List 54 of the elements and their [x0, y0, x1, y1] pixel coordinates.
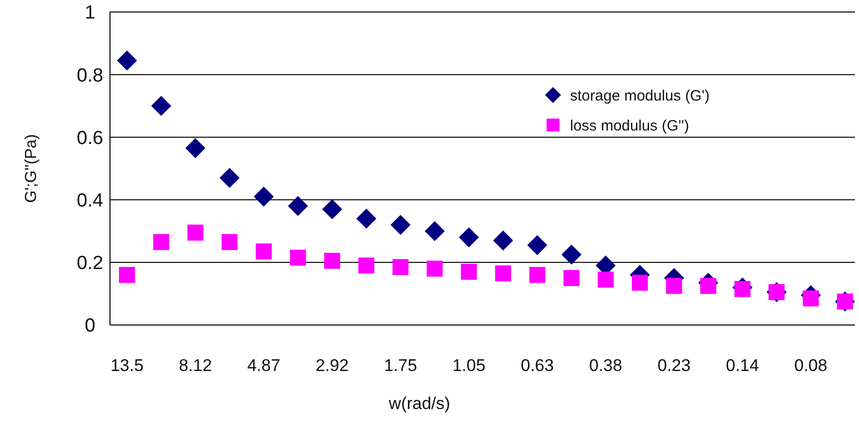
x-tick-label: 0.63: [520, 356, 554, 375]
x-tick-label: 0.08: [794, 356, 828, 375]
point: [358, 258, 374, 274]
point: [424, 221, 445, 242]
x-tick-label: 4.87: [247, 356, 280, 375]
point: [563, 270, 580, 286]
point: [390, 214, 411, 235]
point: [460, 264, 477, 280]
x-tick-label: 8.12: [178, 356, 212, 375]
point: [151, 96, 172, 116]
x-tick-label: 0.23: [658, 356, 691, 375]
point: [119, 266, 135, 283]
y-axis-title: G';G''(Pa): [23, 134, 40, 203]
point: [356, 208, 376, 229]
x-tick-label: 1.75: [384, 356, 418, 375]
point: [495, 265, 512, 282]
x-axis-title: w(rad/s): [388, 394, 450, 413]
x-tick-label: 0.14: [726, 356, 759, 375]
y-tick-label: 0: [84, 316, 96, 337]
y-tick-label: 1: [84, 2, 96, 24]
x-tick-label: 2.92: [316, 356, 349, 375]
point: [288, 196, 308, 216]
legend-label: storage modulus (G'): [570, 87, 710, 104]
point: [256, 243, 272, 260]
y-tick-label: 0.2: [76, 253, 104, 274]
y-tick-label: 0.4: [76, 190, 104, 212]
point: [222, 234, 238, 250]
point: [117, 50, 137, 71]
point: [324, 252, 340, 269]
y-tick-label: 0.8: [76, 65, 104, 86]
point: [458, 227, 479, 248]
point: [392, 259, 409, 276]
point: [322, 199, 342, 220]
point: [529, 266, 546, 283]
point: [290, 250, 306, 266]
point: [153, 234, 170, 250]
x-tick-label: 13.5: [110, 356, 144, 375]
point: [632, 274, 648, 291]
point: [802, 290, 819, 306]
point: [187, 224, 204, 241]
x-tick-label: 0.38: [589, 356, 622, 375]
y-tick-label: 0.6: [76, 128, 104, 149]
point: [666, 278, 682, 294]
point: [254, 186, 274, 207]
point: [493, 230, 514, 250]
point: [185, 138, 206, 158]
point: [700, 278, 716, 294]
point: [220, 168, 240, 188]
point: [426, 260, 443, 277]
legend-label: loss modulus (G''): [570, 117, 690, 134]
x-tick-label: 1.05: [452, 356, 486, 375]
point: [598, 272, 614, 288]
point: [561, 244, 582, 265]
point: [527, 235, 548, 256]
